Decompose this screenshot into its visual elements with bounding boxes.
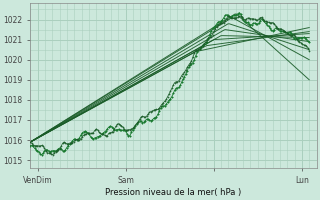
X-axis label: Pression niveau de la mer( hPa ): Pression niveau de la mer( hPa ): [105, 188, 242, 197]
